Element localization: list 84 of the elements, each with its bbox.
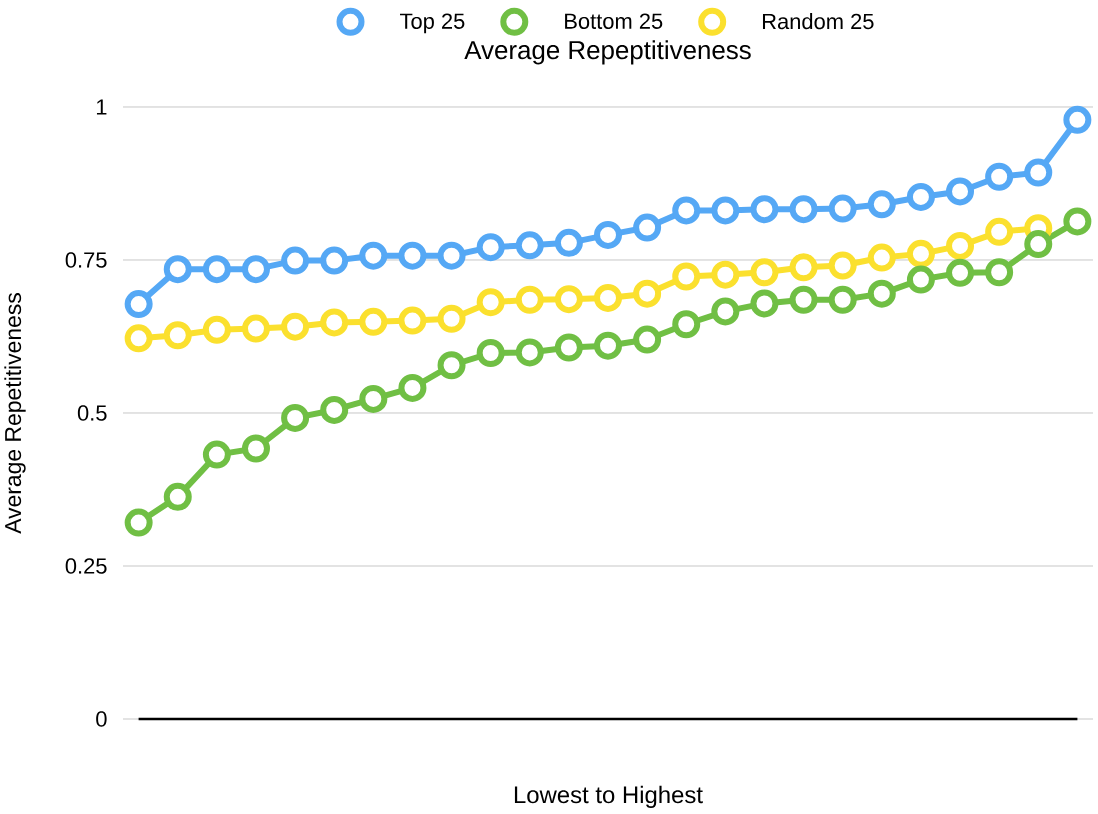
legend-label: Random 25 xyxy=(762,13,874,30)
point xyxy=(124,290,153,319)
point xyxy=(1063,207,1092,236)
point xyxy=(124,324,153,353)
point xyxy=(633,213,662,242)
point xyxy=(398,241,427,270)
point xyxy=(946,258,975,287)
point xyxy=(476,339,505,368)
point xyxy=(867,279,896,308)
chart-title: Average Repeptitiveness xyxy=(464,40,751,65)
point xyxy=(241,314,270,343)
point xyxy=(281,312,310,341)
point xyxy=(437,351,466,380)
legend-label: Top 25 xyxy=(400,13,465,34)
point xyxy=(906,265,935,294)
point xyxy=(828,285,857,314)
point xyxy=(633,279,662,308)
point xyxy=(554,228,583,257)
y-tick-label: 0 xyxy=(96,711,107,727)
point xyxy=(124,508,153,537)
point xyxy=(906,239,935,268)
point xyxy=(672,310,701,339)
point xyxy=(711,260,740,289)
point xyxy=(1063,105,1092,134)
point xyxy=(985,162,1014,191)
point xyxy=(750,195,779,224)
point xyxy=(867,243,896,272)
point xyxy=(202,255,231,284)
y-tick-label: 1 xyxy=(96,99,107,115)
point xyxy=(320,395,349,424)
point xyxy=(594,331,622,360)
point xyxy=(594,220,622,249)
point xyxy=(750,289,779,318)
point xyxy=(985,258,1014,287)
point xyxy=(515,231,544,260)
point xyxy=(359,384,388,413)
y-axis-title: Average Repetitiveness xyxy=(4,293,26,534)
point xyxy=(906,182,935,211)
point xyxy=(828,194,857,223)
point xyxy=(985,217,1014,246)
point xyxy=(594,283,622,312)
point xyxy=(320,246,349,275)
point xyxy=(241,255,270,284)
point xyxy=(476,288,505,317)
point xyxy=(320,308,349,337)
legend-label: Bottom 25 xyxy=(565,13,663,29)
point xyxy=(241,434,270,463)
y-tick-label: 0.25 xyxy=(65,558,107,574)
point xyxy=(398,306,427,335)
point xyxy=(672,196,701,225)
point xyxy=(398,373,427,402)
point xyxy=(946,231,975,260)
point xyxy=(867,190,896,219)
point xyxy=(711,196,740,225)
x-axis-title: Lowest to Highest xyxy=(514,785,703,808)
point xyxy=(946,177,975,206)
point xyxy=(281,403,310,432)
point xyxy=(789,195,818,224)
point xyxy=(437,304,466,333)
point xyxy=(789,253,818,282)
point xyxy=(359,307,388,336)
point xyxy=(711,297,740,326)
point xyxy=(163,321,192,350)
point xyxy=(554,333,583,362)
point xyxy=(1024,230,1053,259)
point xyxy=(828,251,857,280)
point xyxy=(476,233,505,262)
point xyxy=(515,285,544,314)
point xyxy=(789,285,818,314)
point xyxy=(437,241,466,270)
y-tick-label: 0.75 xyxy=(65,252,107,268)
point xyxy=(672,262,701,291)
point xyxy=(359,241,388,270)
point xyxy=(1024,158,1053,187)
point xyxy=(515,338,544,367)
point xyxy=(281,246,310,275)
point xyxy=(202,315,231,344)
point xyxy=(163,482,192,511)
point xyxy=(633,325,662,354)
point xyxy=(163,255,192,284)
y-tick-label: 0.5 xyxy=(77,405,107,421)
point xyxy=(750,258,779,287)
point xyxy=(202,440,231,469)
point xyxy=(554,285,583,314)
